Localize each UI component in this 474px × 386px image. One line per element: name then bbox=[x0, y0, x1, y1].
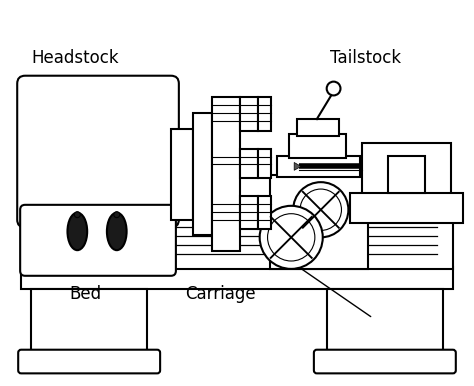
Circle shape bbox=[260, 206, 323, 269]
Ellipse shape bbox=[107, 213, 127, 250]
Circle shape bbox=[293, 182, 348, 237]
Circle shape bbox=[74, 212, 80, 218]
Bar bbox=[277, 156, 360, 177]
Bar bbox=[171, 129, 192, 220]
FancyBboxPatch shape bbox=[314, 350, 456, 373]
Bar bbox=[327, 289, 443, 356]
Ellipse shape bbox=[67, 213, 87, 250]
FancyBboxPatch shape bbox=[17, 76, 179, 227]
Circle shape bbox=[300, 189, 341, 230]
Bar bbox=[21, 218, 453, 269]
FancyBboxPatch shape bbox=[18, 350, 160, 373]
Text: Carriage: Carriage bbox=[185, 285, 256, 303]
Text: Tailstock: Tailstock bbox=[330, 49, 401, 67]
Bar bbox=[240, 97, 258, 131]
Polygon shape bbox=[294, 163, 301, 170]
Circle shape bbox=[114, 212, 120, 218]
Bar bbox=[258, 196, 272, 229]
Bar bbox=[362, 143, 451, 194]
Bar bbox=[31, 289, 147, 356]
Bar bbox=[350, 193, 463, 223]
Bar bbox=[258, 97, 272, 131]
Bar bbox=[297, 119, 338, 136]
Bar bbox=[21, 267, 453, 289]
Bar bbox=[258, 149, 272, 178]
Bar bbox=[289, 134, 346, 157]
Bar bbox=[192, 113, 212, 235]
Bar bbox=[240, 196, 258, 229]
Text: Bed: Bed bbox=[69, 285, 101, 303]
Bar bbox=[212, 97, 240, 251]
Circle shape bbox=[267, 214, 315, 261]
Bar bbox=[270, 175, 368, 269]
FancyBboxPatch shape bbox=[20, 205, 176, 276]
Bar bbox=[240, 149, 258, 178]
Circle shape bbox=[327, 81, 340, 95]
Text: Headstock: Headstock bbox=[31, 49, 119, 67]
Bar bbox=[388, 156, 425, 193]
